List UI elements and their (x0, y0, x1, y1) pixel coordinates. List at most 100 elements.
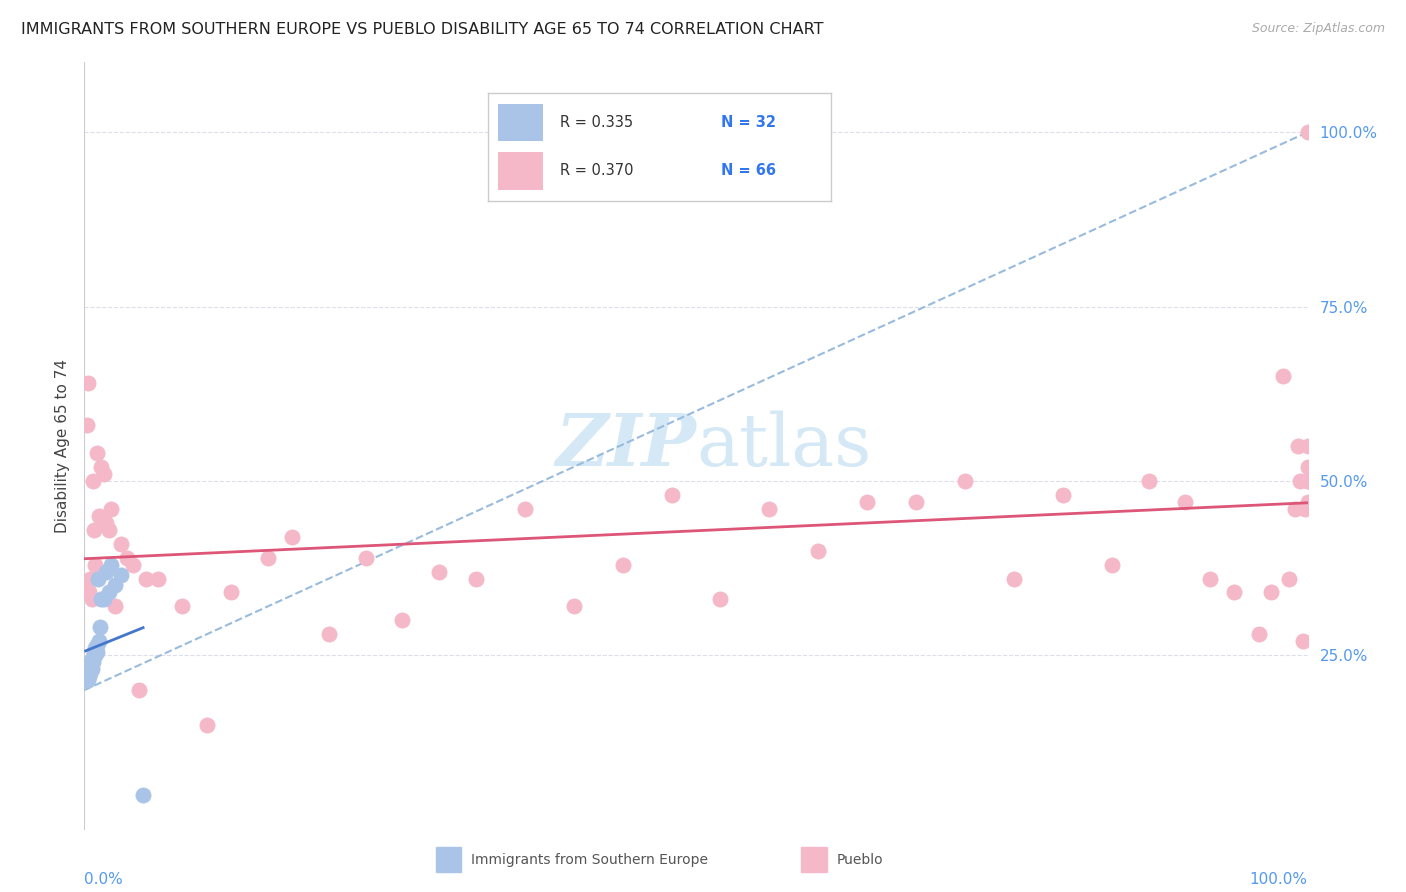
Point (90, 459, 112, 474)
Point (86, 446, 108, 460)
Text: ZIP: ZIP (555, 410, 696, 482)
Point (1294, 501, 1316, 516)
Point (79, 655, 101, 669)
Point (96, 565, 118, 579)
Point (79, 665, 101, 680)
Point (513, 501, 536, 516)
Point (79, 662, 101, 676)
Point (318, 627, 340, 641)
Point (856, 495, 879, 509)
Text: Source: ZipAtlas.com: Source: ZipAtlas.com (1251, 22, 1385, 36)
Point (132, 788, 155, 802)
Point (104, 599, 127, 614)
Point (1278, 572, 1301, 586)
Point (75, 673, 97, 687)
Point (76, 669, 98, 683)
Point (110, 536, 132, 550)
Point (87, 572, 110, 586)
Point (80, 662, 103, 676)
Point (1260, 585, 1282, 599)
Point (1198, 572, 1220, 586)
Point (1286, 439, 1309, 453)
Point (100, 558, 122, 572)
Text: Pueblo: Pueblo (837, 853, 883, 867)
Point (77, 376, 100, 391)
Text: 0.0%: 0.0% (84, 871, 124, 887)
Point (219, 585, 242, 599)
Point (391, 613, 413, 627)
Point (146, 572, 169, 586)
Point (1296, 474, 1319, 488)
Point (562, 599, 585, 614)
Point (1296, 459, 1319, 474)
Point (115, 550, 138, 565)
Point (93, 467, 115, 481)
Point (661, 488, 683, 502)
Point (1137, 474, 1160, 488)
Point (76, 418, 98, 433)
Point (86, 638, 108, 652)
Point (84, 648, 107, 663)
Point (84, 641, 107, 656)
Point (79, 572, 101, 586)
Point (75, 585, 97, 599)
Point (82, 655, 104, 669)
Point (807, 543, 830, 558)
Point (953, 474, 976, 488)
Point (1289, 474, 1312, 488)
Point (89, 620, 111, 634)
Point (354, 550, 377, 565)
Point (77, 669, 100, 683)
Point (709, 592, 731, 607)
Point (80, 651, 103, 665)
Point (86, 645, 108, 659)
Point (110, 568, 132, 582)
Point (1296, 439, 1319, 453)
Point (77, 585, 100, 599)
Point (83, 523, 105, 537)
Point (93, 592, 115, 607)
Point (758, 501, 780, 516)
Point (122, 558, 145, 572)
Text: Immigrants from Southern Europe: Immigrants from Southern Europe (471, 853, 709, 867)
Point (97, 523, 120, 537)
Y-axis label: Disability Age 65 to 74: Disability Age 65 to 74 (55, 359, 70, 533)
Point (100, 501, 122, 516)
Point (90, 592, 112, 607)
Point (427, 565, 450, 579)
Point (612, 558, 634, 572)
Text: 100.0%: 100.0% (1250, 871, 1308, 887)
Point (82, 651, 104, 665)
Point (905, 495, 928, 509)
Point (87, 634, 110, 648)
Point (79, 658, 101, 673)
Point (1247, 627, 1270, 641)
Point (172, 599, 194, 614)
Point (80, 592, 103, 607)
Point (1296, 125, 1319, 139)
Point (77, 662, 100, 676)
Point (77, 665, 100, 680)
Point (96, 516, 118, 530)
Point (128, 683, 150, 698)
Point (97, 585, 120, 599)
Point (82, 474, 104, 488)
Point (1002, 572, 1025, 586)
Point (1296, 474, 1319, 488)
Point (77, 673, 100, 687)
Point (1272, 369, 1295, 384)
Point (83, 645, 105, 659)
Text: IMMIGRANTS FROM SOUTHERN EUROPE VS PUEBLO DISABILITY AGE 65 TO 74 CORRELATION CH: IMMIGRANTS FROM SOUTHERN EUROPE VS PUEBL… (21, 22, 824, 37)
Point (1174, 495, 1197, 509)
Point (1292, 634, 1315, 648)
Point (1101, 558, 1123, 572)
Point (135, 572, 157, 586)
Point (1284, 501, 1306, 516)
Point (1296, 495, 1319, 509)
Point (80, 655, 103, 669)
Text: atlas: atlas (696, 410, 872, 482)
Point (89, 565, 111, 579)
Point (464, 572, 486, 586)
Point (84, 558, 107, 572)
Point (83, 648, 105, 663)
